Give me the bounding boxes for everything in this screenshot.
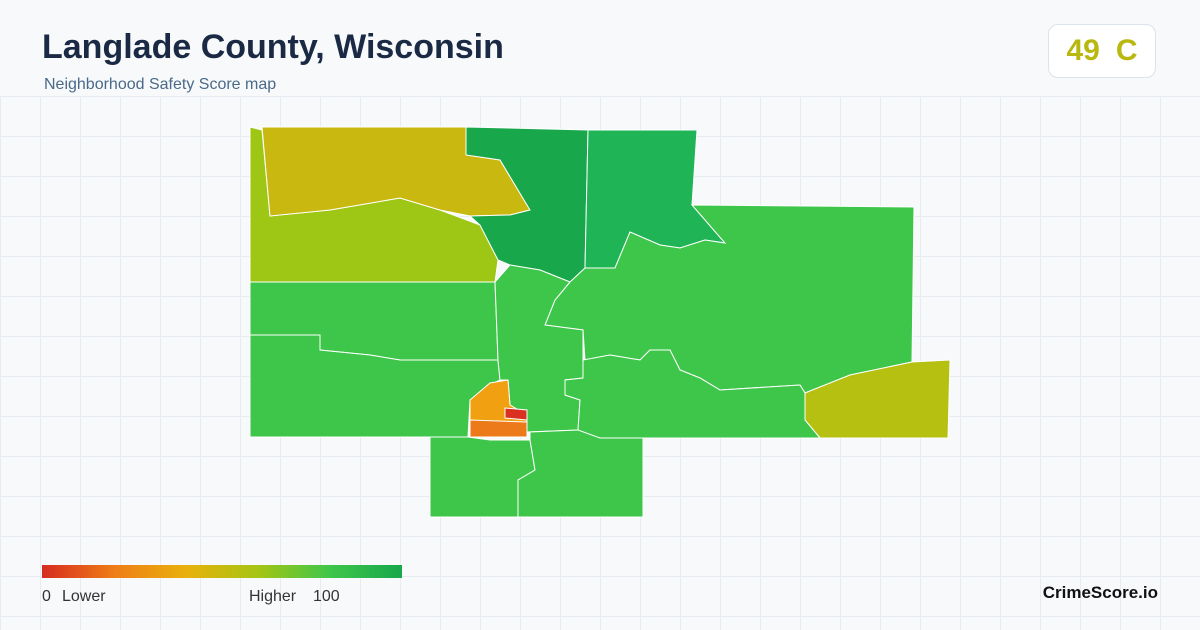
legend-min: 0 — [42, 588, 51, 605]
region — [504, 407, 528, 421]
subtitle: Neighborhood Safety Score map — [44, 76, 277, 93]
region — [469, 419, 528, 438]
score: 49 — [1066, 34, 1100, 67]
legend-gradient — [42, 565, 402, 578]
score-badge: 49 C — [1048, 24, 1156, 78]
legend-max-label: Higher — [249, 588, 297, 605]
region — [517, 429, 644, 518]
brand: CrimeScore.io — [1042, 583, 1158, 602]
grade: C — [1115, 34, 1138, 67]
region — [564, 349, 822, 439]
legend-max: 100 — [313, 588, 340, 605]
legend-min-label: Lower — [62, 588, 106, 605]
title: Langlade County, Wisconsin — [42, 28, 504, 66]
